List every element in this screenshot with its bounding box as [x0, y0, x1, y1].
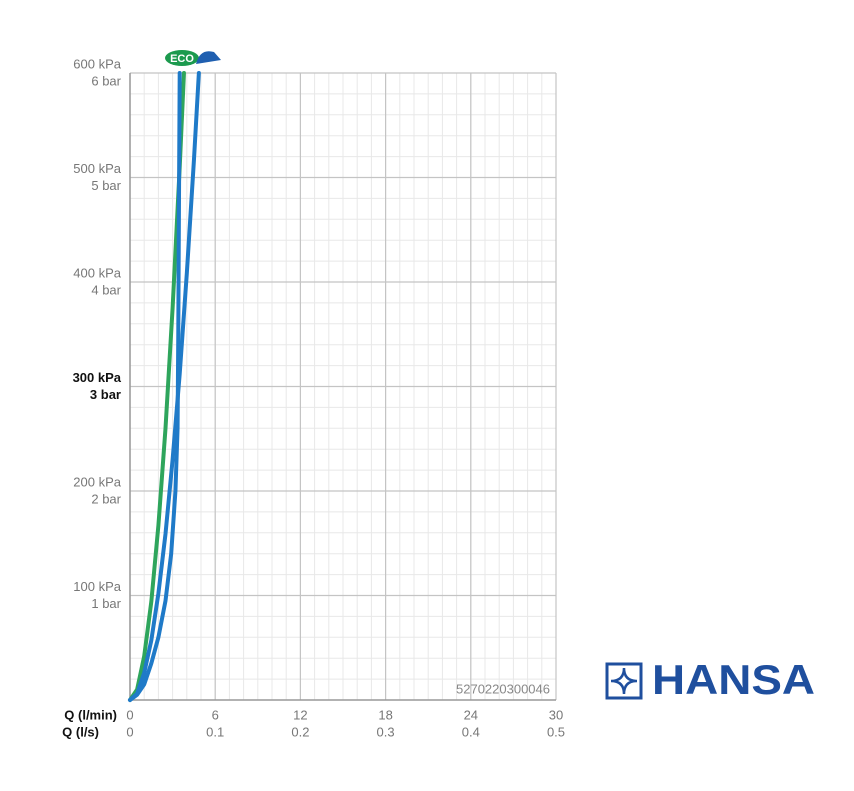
logo-cross [610, 667, 638, 695]
brand-logo: HANSA [605, 656, 815, 703]
logo-frame [605, 662, 643, 700]
x2-tick-label: 0.2 [291, 724, 309, 739]
y-tick-label: 100 kPa [73, 579, 121, 594]
x-tick-label: 30 [549, 707, 563, 722]
x-tick-label: 6 [212, 707, 219, 722]
x2-axis-label: Q (l/s) [62, 724, 99, 739]
eco-badge [165, 50, 199, 66]
eco-label: ECO [170, 53, 194, 65]
y-tick-label: 200 kPa [73, 474, 121, 489]
curve [128, 71, 182, 702]
x2-tick-label: 0.5 [547, 724, 565, 739]
brand-name: HANSA [652, 656, 815, 703]
x-tick-label: 18 [378, 707, 392, 722]
y2-tick-label: 5 bar [91, 178, 121, 193]
shower-icon [196, 51, 221, 64]
x-tick-label: 12 [293, 707, 307, 722]
y-tick-label: 400 kPa [73, 265, 121, 280]
x2-tick-label: 0.3 [377, 724, 395, 739]
watermark: 5270220300046 [456, 681, 550, 696]
x-tick-label: 24 [464, 707, 478, 722]
y-tick-label: 500 kPa [73, 161, 121, 176]
x-tick-label: 0 [126, 707, 133, 722]
y2-tick-label: 3 bar [90, 387, 121, 402]
curve [128, 71, 201, 702]
x2-tick-label: 0 [126, 724, 133, 739]
x-axis-label: Q (l/min) [64, 707, 117, 722]
y2-tick-label: 6 bar [91, 73, 121, 88]
x2-tick-label: 0.1 [206, 724, 224, 739]
y-tick-label: 600 kPa [73, 56, 121, 71]
x2-tick-label: 0.4 [462, 724, 480, 739]
y-tick-label: 300 kPa [73, 370, 122, 385]
y2-tick-label: 4 bar [91, 282, 121, 297]
y2-tick-label: 1 bar [91, 596, 121, 611]
y2-tick-label: 2 bar [91, 491, 121, 506]
